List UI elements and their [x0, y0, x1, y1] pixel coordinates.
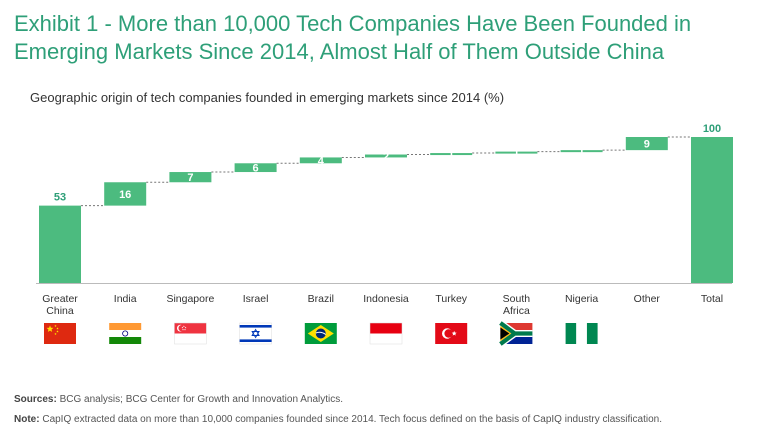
sources-label: Sources: — [14, 394, 57, 405]
chart-subtitle: Geographic origin of tech companies foun… — [30, 90, 505, 105]
bar-turkey — [430, 153, 473, 156]
data-label: 1 — [579, 146, 585, 158]
israel-flag-icon — [239, 322, 272, 345]
bar-israel — [234, 163, 277, 173]
category-label: Africa — [503, 305, 530, 317]
category-label: India — [114, 293, 137, 305]
bar-india — [104, 182, 147, 206]
india-flag-icon — [109, 323, 142, 344]
data-label: 1 — [448, 149, 454, 161]
category-label: Brazil — [308, 293, 334, 305]
chart-title: Exhibit 1 - More than 10,000 Tech Compan… — [14, 11, 692, 64]
bar-other — [625, 137, 668, 151]
category-label: China — [46, 305, 74, 317]
category-label: South — [503, 293, 531, 305]
bar-greater-china — [39, 205, 81, 283]
note-line: Note: CapIQ extracted data on more than … — [14, 413, 754, 427]
singapore-flag-icon — [174, 322, 207, 345]
data-label: 4 — [318, 155, 325, 167]
bar-total — [691, 137, 733, 283]
nigeria-flag-icon — [565, 323, 598, 344]
data-label: 100 — [703, 123, 721, 135]
south-africa-flag-icon — [498, 320, 533, 347]
sources-text: BCG analysis; BCG Center for Growth and … — [56, 394, 344, 405]
category-label: Total — [701, 293, 723, 305]
bar-indonesia — [365, 154, 407, 158]
indonesia-flag-icon — [369, 322, 403, 345]
data-label: 6 — [253, 163, 259, 175]
bar-nigeria — [560, 150, 603, 153]
brazil-flag-icon — [304, 323, 337, 344]
category-label: Other — [634, 293, 661, 305]
data-label: 2 — [383, 151, 389, 163]
category-label: Indonesia — [363, 293, 409, 305]
china-flag-icon — [44, 323, 76, 344]
bar-singapore — [169, 172, 212, 183]
sources-line: Sources: BCG analysis; BCG Center for Gr… — [14, 393, 754, 407]
note-text: CapIQ extracted data on more than 10,000… — [39, 414, 662, 425]
category-label: Israel — [243, 293, 269, 305]
category-label: Greater — [42, 293, 78, 305]
data-label: 16 — [119, 189, 131, 201]
turkey-flag-icon — [435, 323, 468, 344]
bar-brazil — [299, 157, 342, 164]
data-label: 9 — [644, 139, 650, 151]
data-label: 1 — [513, 147, 519, 159]
data-label: 7 — [187, 172, 193, 184]
category-label: Turkey — [435, 293, 467, 305]
category-label: Nigeria — [565, 293, 598, 305]
category-label: Singapore — [166, 293, 214, 305]
data-label: 53 — [54, 192, 66, 204]
bar-south-africa — [495, 151, 538, 154]
note-label: Note: — [14, 414, 40, 425]
